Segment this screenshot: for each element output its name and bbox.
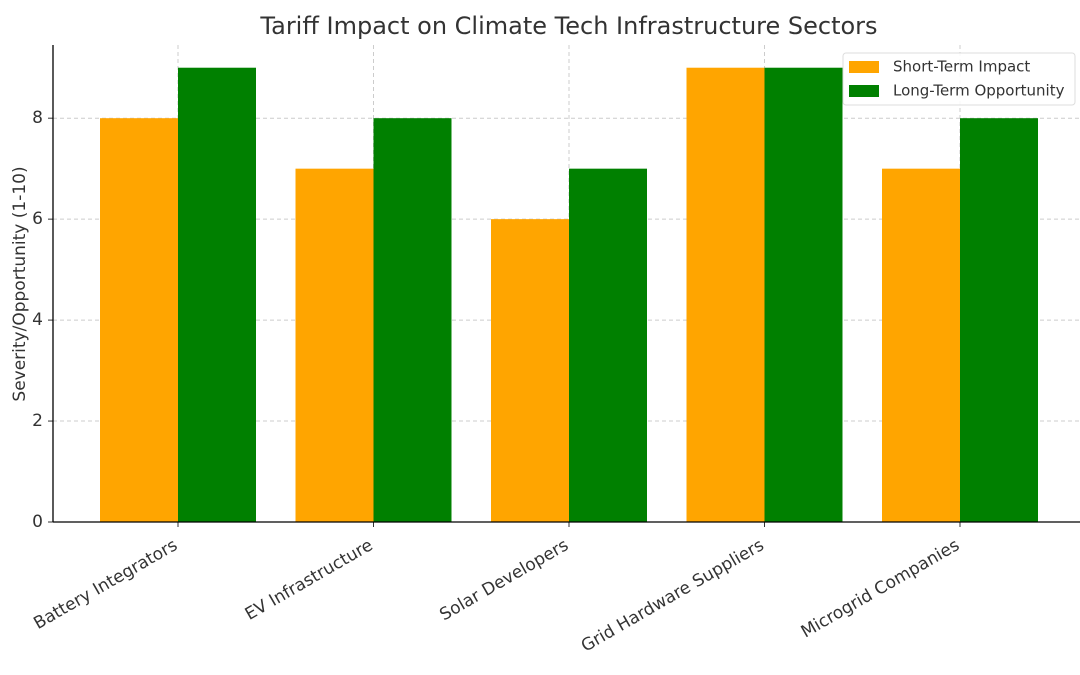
legend-label: Long-Term Opportunity <box>893 82 1065 100</box>
x-tick-label: Grid Hardware Suppliers <box>578 535 768 656</box>
bar <box>569 168 647 522</box>
chart-title: Tariff Impact on Climate Tech Infrastruc… <box>259 12 877 40</box>
x-tick-label: Microgrid Companies <box>798 535 963 642</box>
y-tick-label: 4 <box>32 310 43 330</box>
legend-box <box>842 52 1076 106</box>
bar <box>100 118 178 522</box>
legend-swatch <box>849 61 879 73</box>
bar <box>882 168 960 522</box>
y-tick-label: 0 <box>32 512 43 532</box>
y-tick-label: 2 <box>32 411 43 431</box>
x-tick-label: Battery Integrators <box>30 535 181 634</box>
legend-swatch <box>849 85 879 97</box>
x-tick-label: EV Infrastructure <box>242 535 377 624</box>
bar <box>686 67 765 522</box>
y-tick-label: 6 <box>32 209 43 229</box>
bar <box>764 67 843 522</box>
bar <box>178 67 256 522</box>
y-axis-label: Severity/Opportunity (1-10) <box>10 166 30 401</box>
bar <box>491 219 569 522</box>
bar <box>295 168 374 522</box>
bar <box>373 118 452 522</box>
y-tick-label: 8 <box>32 108 43 128</box>
bar <box>960 118 1038 522</box>
x-tick-label: Solar Developers <box>436 535 572 625</box>
legend-label: Short-Term Impact <box>893 58 1030 76</box>
